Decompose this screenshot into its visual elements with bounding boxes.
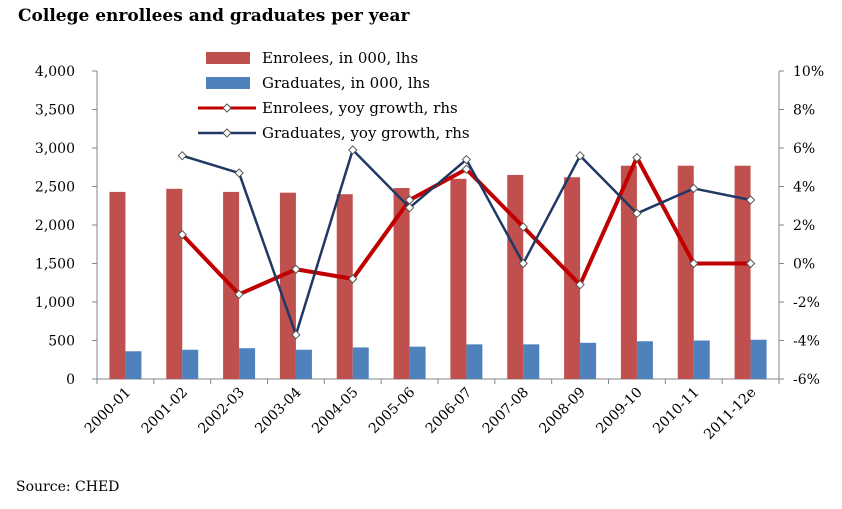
- marker-enrolees-growth: [348, 274, 358, 284]
- marker-graduates-growth: [575, 150, 585, 161]
- marker-graduates-growth: [177, 150, 187, 161]
- legend-marker: [222, 128, 232, 138]
- right-tick-label: 0%: [793, 257, 815, 273]
- left-tick-label: 0: [66, 372, 75, 388]
- bar-enrolees: [166, 188, 183, 379]
- bar-graduates: [466, 344, 483, 379]
- chart-axes: [96, 71, 780, 380]
- bar-enrolees: [393, 188, 410, 379]
- x-tick-label: 2009-10: [593, 385, 645, 437]
- x-tick-label: 2002-03: [195, 385, 247, 437]
- legend-label: Enrolees, in 000, lhs: [262, 49, 418, 67]
- marker-enrolees-growth: [575, 279, 585, 290]
- bar-enrolees: [336, 194, 353, 379]
- bar-graduates: [239, 348, 256, 379]
- bar-graduates: [409, 346, 426, 379]
- marker-graduates-growth: [632, 208, 642, 219]
- x-tick-label: 2011-12e: [701, 385, 759, 443]
- x-tick-label: 2000-01: [82, 385, 134, 437]
- right-tick-label: 4%: [793, 180, 815, 196]
- right-tick-label: 2%: [793, 218, 815, 234]
- marker-enrolees-growth: [518, 222, 528, 232]
- chart-lines: [177, 145, 756, 340]
- legend-label: Graduates, yoy growth, rhs: [262, 124, 470, 142]
- marker-graduates-growth: [348, 145, 358, 155]
- marker-graduates-growth: [518, 258, 528, 269]
- right-tick-label: -4%: [793, 334, 820, 350]
- right-tick-label: 8%: [793, 103, 815, 119]
- x-tick-label: 2007-08: [480, 385, 532, 437]
- legend-marker: [222, 103, 232, 113]
- bar-graduates: [750, 339, 767, 379]
- left-tick-label: 2,500: [35, 180, 75, 196]
- marker-enrolees-growth: [461, 164, 472, 174]
- marker-enrolees-growth: [689, 258, 699, 269]
- left-tick-label: 1,500: [35, 257, 75, 273]
- left-tick-label: 500: [48, 334, 75, 350]
- bar-enrolees: [620, 165, 637, 379]
- bar-enrolees: [279, 192, 296, 379]
- marker-graduates-growth: [234, 168, 244, 178]
- x-tick-label: 2006-07: [423, 385, 475, 437]
- left-tick-label: 4,000: [35, 64, 75, 80]
- marker-enrolees-growth: [291, 264, 301, 274]
- chart-title: College enrollees and graduates per year: [18, 6, 410, 26]
- bar-graduates: [125, 351, 142, 379]
- marker-graduates-growth: [461, 154, 472, 165]
- marker-enrolees-growth: [745, 258, 756, 269]
- marker-graduates-growth: [689, 183, 699, 194]
- marker-graduates-growth: [404, 202, 415, 213]
- bar-enrolees: [109, 191, 126, 379]
- marker-enrolees-growth: [177, 229, 187, 240]
- marker-graduates-growth: [291, 330, 301, 340]
- legend-label: Graduates, in 000, lhs: [262, 74, 430, 92]
- x-tick-label: 2005-06: [366, 384, 419, 437]
- right-tick-label: 6%: [793, 141, 815, 157]
- chart-ticks: 0 500 1,000 1,500 2,000 2,500 3,000 3,500 4,000 -…: [35, 64, 824, 443]
- x-tick-label: 2001-02: [139, 385, 191, 437]
- bar-graduates: [693, 340, 710, 379]
- bar-enrolees: [450, 178, 467, 379]
- left-tick-label: 3,500: [35, 103, 75, 119]
- chart-bars: [109, 165, 767, 379]
- x-tick-label: 2004-05: [309, 385, 361, 437]
- bar-graduates: [352, 347, 369, 379]
- x-tick-label: 2008-09: [536, 385, 588, 437]
- marker-graduates-growth: [745, 195, 756, 205]
- bar-graduates: [636, 341, 653, 379]
- bar-enrolees: [677, 165, 694, 379]
- bar-graduates: [182, 349, 199, 379]
- x-tick-label: 2003-04: [252, 384, 305, 437]
- legend-swatch: [206, 77, 250, 89]
- right-tick-label: 10%: [793, 64, 824, 80]
- marker-enrolees-growth: [234, 289, 244, 300]
- legend-label: Enrolees, yoy growth, rhs: [262, 99, 458, 117]
- bar-graduates: [580, 342, 597, 379]
- chart-legend: Enrolees, in 000, lhs Graduates, in 000, …: [198, 49, 470, 142]
- bar-graduates: [523, 344, 540, 379]
- bar-enrolees: [734, 165, 751, 379]
- marker-enrolees-growth: [632, 152, 642, 163]
- right-tick-label: -2%: [793, 295, 820, 311]
- source-note: Source: CHED: [16, 479, 120, 495]
- left-tick-label: 1,000: [35, 295, 75, 311]
- bar-graduates: [295, 349, 312, 379]
- left-tick-label: 3,000: [35, 141, 75, 157]
- right-tick-label: -6%: [793, 372, 820, 388]
- bar-enrolees: [507, 174, 524, 379]
- left-tick-label: 2,000: [35, 218, 75, 234]
- x-tick-label: 2010-11: [650, 385, 702, 437]
- legend-swatch: [206, 52, 250, 64]
